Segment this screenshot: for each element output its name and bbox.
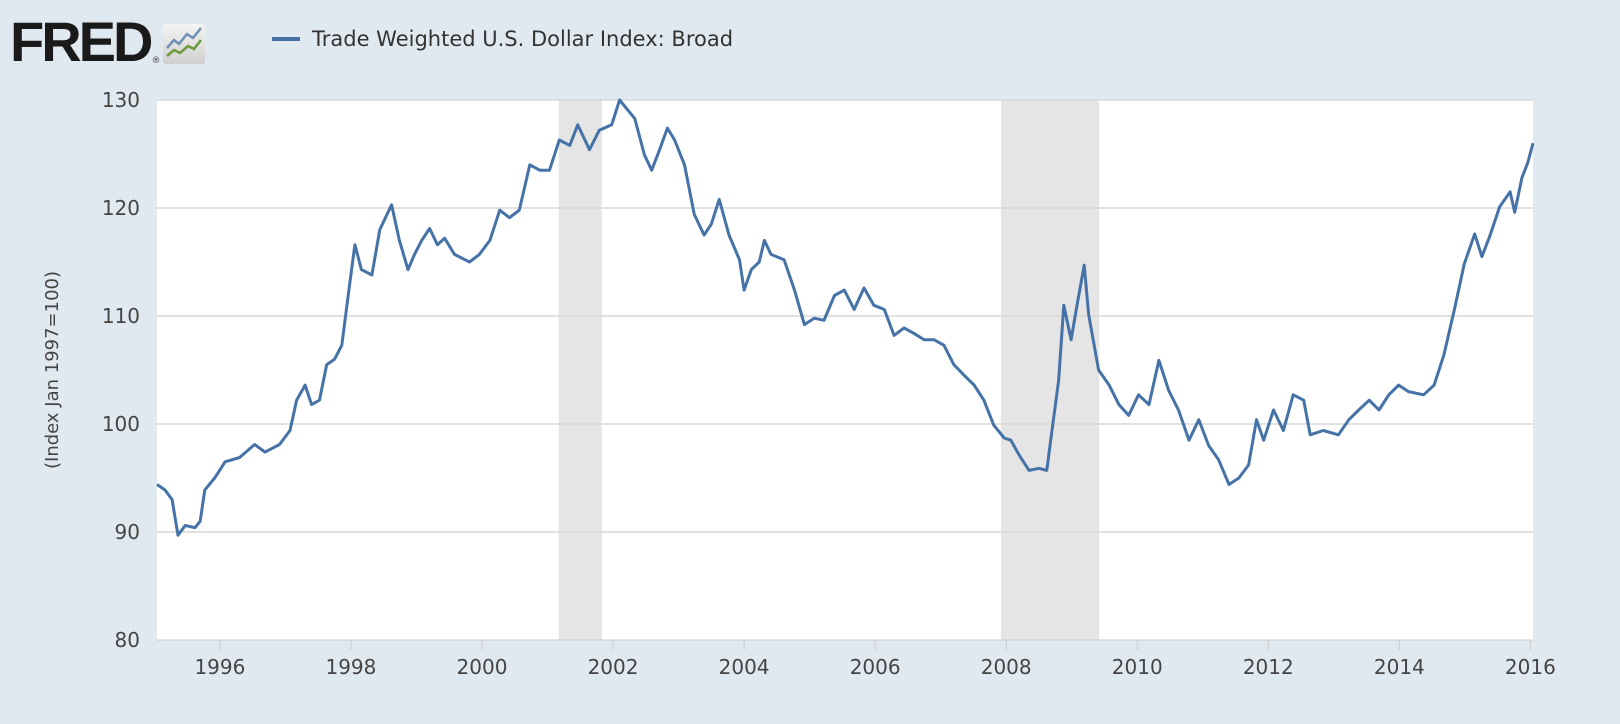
gridlines bbox=[157, 99, 1533, 533]
x-tick-label: 2006 bbox=[850, 655, 901, 679]
recession-band-1 bbox=[1000, 100, 1100, 640]
legend-label: Trade Weighted U.S. Dollar Index: Broad bbox=[312, 27, 734, 51]
x-tick-label: 2008 bbox=[981, 655, 1032, 679]
series-line-0[interactable] bbox=[156, 98, 1535, 537]
x-tick-label: 2002 bbox=[588, 655, 639, 679]
y-axis-ticks: 80 90 100 110 120 130 bbox=[102, 88, 140, 652]
fred-chart-icon bbox=[163, 24, 206, 64]
x-tick-label: 2014 bbox=[1374, 655, 1425, 679]
legend-swatch bbox=[272, 37, 300, 41]
fred-logo[interactable]: FRED ® bbox=[10, 10, 206, 73]
plot-area bbox=[157, 100, 1533, 640]
y-tick-label: 120 bbox=[102, 196, 140, 220]
legend[interactable]: Trade Weighted U.S. Dollar Index: Broad bbox=[272, 27, 733, 51]
y-tick-label: 80 bbox=[115, 628, 140, 652]
series-group bbox=[156, 98, 1535, 537]
x-tick-label: 2016 bbox=[1505, 655, 1556, 679]
y-axis-title: (Index Jan 1997=100) bbox=[42, 271, 63, 469]
fred-logo-text: FRED bbox=[10, 10, 153, 73]
y-tick-label: 110 bbox=[102, 304, 140, 328]
y-tick-label: 90 bbox=[115, 520, 140, 544]
x-tick-label: 2004 bbox=[719, 655, 770, 679]
y-tick-label: 130 bbox=[102, 88, 140, 112]
recession-bands bbox=[558, 100, 1100, 640]
x-axis-ticks: 1996 1998 2000 2002 2004 2006 2008 2010 2012 2014… bbox=[194, 640, 1556, 679]
x-tick-label: 2012 bbox=[1243, 655, 1294, 679]
recession-band-0 bbox=[558, 100, 602, 640]
x-tick-label: 2010 bbox=[1112, 655, 1163, 679]
x-tick-label: 1996 bbox=[194, 655, 245, 679]
x-tick-label: 2000 bbox=[457, 655, 508, 679]
registered-mark: ® bbox=[151, 56, 161, 66]
x-tick-label: 1998 bbox=[325, 655, 376, 679]
y-tick-label: 100 bbox=[102, 412, 140, 436]
